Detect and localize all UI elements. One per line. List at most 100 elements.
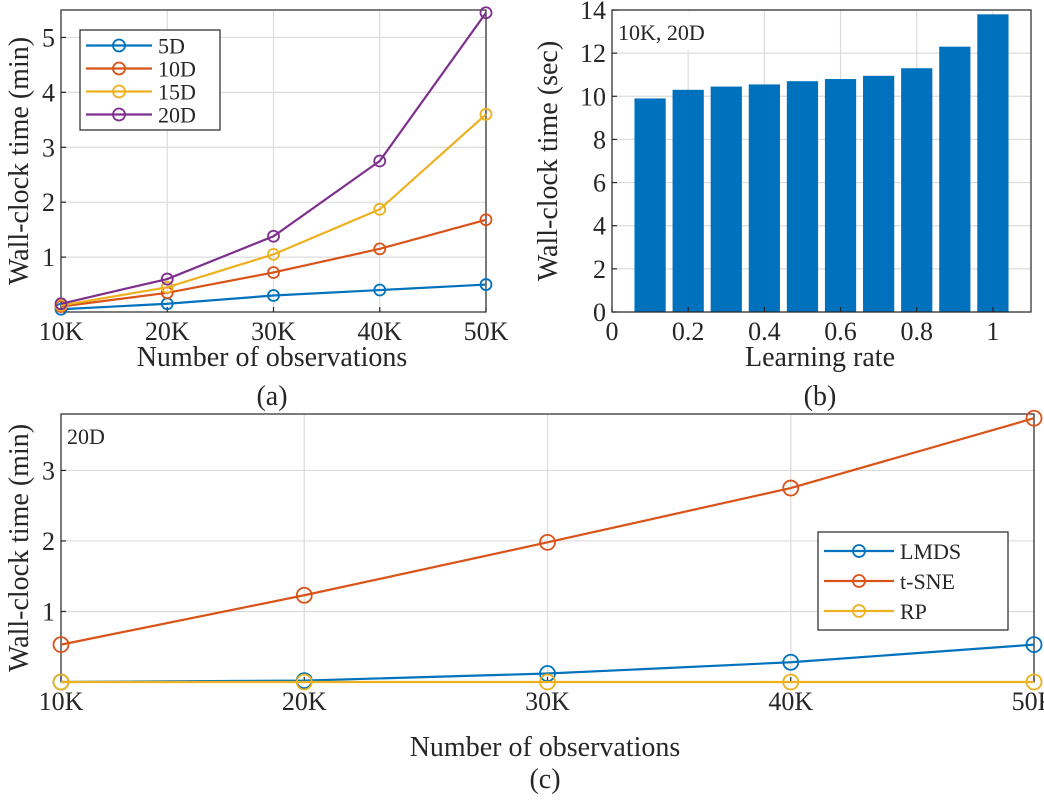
series-line-5D bbox=[60, 283, 487, 311]
data-point bbox=[782, 479, 800, 497]
data-point bbox=[1025, 409, 1043, 427]
bar bbox=[824, 79, 857, 313]
data-point bbox=[160, 280, 174, 294]
legend-label: LMDS bbox=[900, 539, 961, 564]
axes-frame bbox=[611, 9, 1032, 313]
x-tick-label: 50K bbox=[464, 317, 509, 346]
y-tick-label: 4 bbox=[42, 78, 55, 107]
series-line-15D bbox=[60, 113, 487, 307]
data-point bbox=[52, 673, 70, 691]
data-point bbox=[479, 6, 493, 20]
data-point bbox=[539, 673, 556, 691]
data-point bbox=[539, 533, 556, 551]
x-tick-label: 0 bbox=[606, 317, 619, 346]
data-point bbox=[267, 247, 280, 261]
data-point bbox=[267, 289, 280, 302]
y-tick-label: 12 bbox=[580, 39, 606, 68]
y-tick-label: 6 bbox=[593, 169, 606, 198]
panel-caption: (b) bbox=[804, 381, 837, 412]
x-axis-label: Number of observations bbox=[410, 732, 681, 763]
y-tick-label: 2 bbox=[42, 188, 55, 217]
data-point bbox=[52, 636, 70, 654]
bar bbox=[977, 14, 1009, 313]
legend-marker bbox=[112, 107, 126, 122]
panel-annotation: 10K, 20D bbox=[618, 20, 705, 45]
x-tick-label: 0.8 bbox=[900, 317, 933, 346]
y-tick-label: 8 bbox=[593, 125, 606, 154]
bar bbox=[634, 98, 666, 312]
bar bbox=[901, 68, 933, 312]
x-tick-label: 0.2 bbox=[672, 317, 705, 346]
data-point bbox=[267, 266, 280, 279]
legend-label: t-SNE bbox=[900, 569, 955, 594]
legend-label: RP bbox=[900, 599, 927, 624]
panel-caption: (a) bbox=[256, 381, 287, 412]
bar bbox=[863, 75, 895, 313]
series-line-20D bbox=[60, 12, 487, 305]
y-tick-label: 2 bbox=[593, 255, 606, 284]
y-tick-label: 10 bbox=[580, 82, 606, 111]
x-tick-label: 40K bbox=[768, 687, 813, 716]
x-tick-label: 10K bbox=[39, 317, 84, 346]
legend-marker bbox=[852, 574, 866, 588]
legend-marker bbox=[112, 61, 126, 76]
series-line-10D bbox=[60, 218, 487, 308]
legend-label: 5D bbox=[158, 34, 185, 59]
panel-annotation: 20D bbox=[67, 424, 105, 449]
x-tick-label: 0.4 bbox=[748, 317, 781, 346]
data-point bbox=[1025, 673, 1043, 691]
y-tick-label: 14 bbox=[580, 0, 606, 25]
y-tick-label: 5 bbox=[42, 23, 55, 52]
x-axis-label: Learning rate bbox=[745, 342, 895, 373]
y-tick-label: 3 bbox=[42, 133, 55, 162]
data-point bbox=[479, 107, 493, 121]
y-tick-label: 1 bbox=[42, 243, 55, 272]
bar bbox=[672, 89, 704, 312]
data-point bbox=[782, 673, 800, 691]
y-axis-label: Wall-clock time (min) bbox=[4, 37, 35, 285]
data-point bbox=[160, 272, 174, 286]
data-point bbox=[1025, 636, 1043, 654]
legend-marker bbox=[112, 84, 126, 99]
legend-label: 20D bbox=[158, 103, 196, 128]
data-point bbox=[782, 653, 800, 671]
x-tick-label: 20K bbox=[145, 317, 190, 346]
legend-label: 10D bbox=[158, 57, 196, 82]
legend-marker bbox=[852, 604, 866, 618]
data-point bbox=[373, 283, 387, 297]
data-point bbox=[479, 278, 493, 291]
x-tick-label: 0.6 bbox=[824, 317, 857, 346]
data-point bbox=[54, 297, 68, 311]
data-point bbox=[267, 229, 280, 243]
y-tick-label: 4 bbox=[593, 212, 606, 241]
y-axis-label: Wall-clock time (sec) bbox=[533, 41, 564, 281]
x-tick-label: 30K bbox=[251, 317, 296, 346]
y-axis-label: Wall-clock time (min) bbox=[4, 424, 35, 672]
bar bbox=[786, 81, 819, 312]
bar bbox=[939, 46, 971, 313]
data-point bbox=[295, 673, 313, 691]
bar bbox=[748, 84, 780, 313]
x-tick-label: 30K bbox=[525, 687, 570, 716]
legend-marker bbox=[112, 38, 126, 53]
y-tick-label: 1 bbox=[42, 597, 55, 626]
legend-label: 15D bbox=[158, 80, 196, 105]
series-line-t-SNE bbox=[60, 417, 1035, 646]
data-point bbox=[373, 154, 387, 168]
annotation-bg bbox=[614, 12, 732, 50]
x-tick-label: 50K bbox=[1012, 687, 1044, 716]
x-tick-label: 20K bbox=[282, 687, 327, 716]
x-tick-label: 40K bbox=[357, 317, 402, 346]
y-tick-label: 3 bbox=[42, 456, 55, 485]
legend-marker bbox=[852, 544, 866, 558]
bar bbox=[710, 86, 742, 312]
data-point bbox=[295, 586, 313, 604]
data-point bbox=[373, 202, 387, 216]
data-point bbox=[373, 242, 387, 256]
y-tick-label: 2 bbox=[42, 527, 55, 556]
panel-caption: (c) bbox=[529, 764, 560, 795]
y-tick-label: 0 bbox=[593, 298, 606, 327]
x-tick-label: 10K bbox=[39, 687, 84, 716]
data-point bbox=[479, 213, 493, 227]
